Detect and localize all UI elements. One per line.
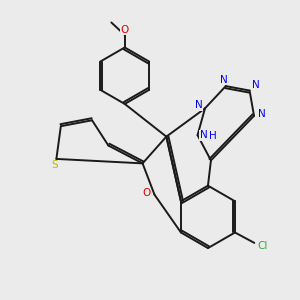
Text: N: N: [220, 75, 227, 85]
Text: N: N: [200, 130, 207, 140]
Text: N: N: [258, 109, 265, 119]
Text: Cl: Cl: [257, 241, 268, 251]
Text: N: N: [195, 100, 202, 110]
Text: O: O: [121, 25, 129, 34]
Text: S: S: [52, 160, 58, 170]
Text: O: O: [142, 188, 150, 198]
Text: N: N: [252, 80, 260, 90]
Text: H: H: [209, 131, 217, 141]
